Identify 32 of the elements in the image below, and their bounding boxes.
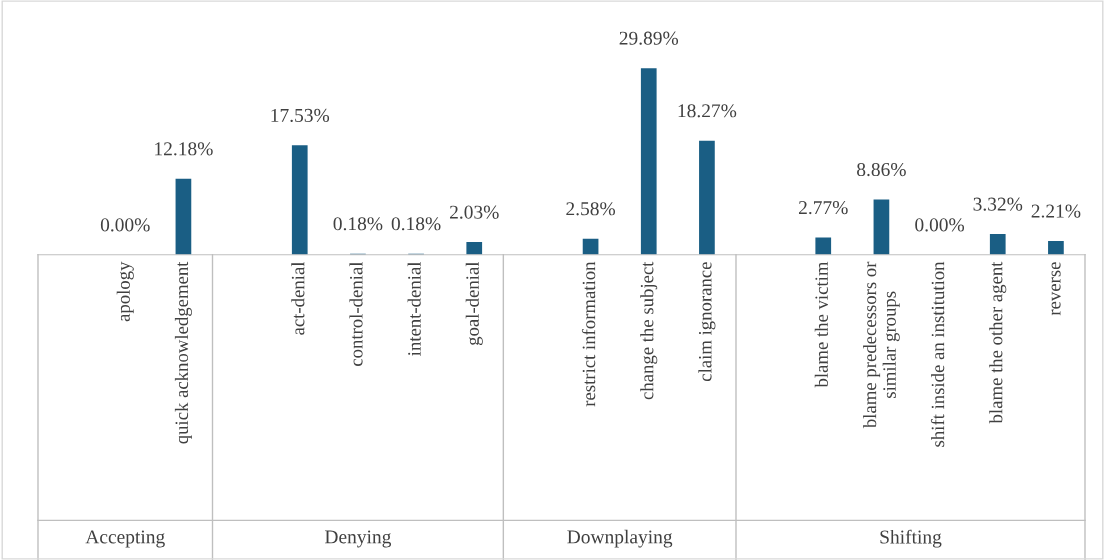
data-label: 0.00%	[915, 218, 965, 232]
x-tick-label: restrict information	[581, 261, 596, 407]
data-label: 2.58%	[566, 202, 616, 216]
x-tick-label: goal-denial	[465, 261, 483, 346]
data-label: 0.00%	[100, 218, 150, 232]
data-label: 12.18%	[155, 142, 213, 156]
x-tick-label: control-denial	[349, 261, 363, 366]
x-tick-label: act-denial	[291, 261, 305, 335]
data-label: 2.21%	[1031, 204, 1081, 218]
data-label: 29.89%	[619, 31, 679, 45]
x-tick-label: blame predecessors or similar groups	[863, 261, 900, 429]
data-label: 8.86%	[857, 162, 906, 177]
x-tick-label: change the subject	[640, 261, 658, 400]
x-tick-label: reverse	[1051, 262, 1061, 316]
data-label: 18.27%	[678, 104, 737, 118]
data-label: 2.03%	[449, 205, 499, 219]
x-tick-label: shift inside an institution	[930, 261, 945, 447]
x-tick-label: blame the other agent	[989, 261, 1007, 424]
text: Downplaying	[567, 529, 673, 548]
data-label: 17.53%	[271, 108, 330, 123]
text: Shifting	[880, 529, 942, 548]
x-tick-label: quick acknowledgement	[174, 261, 192, 444]
text: Accepting	[85, 530, 165, 548]
x-tick-label: intent-denial	[407, 261, 421, 356]
x-tick-label: blame the victim	[814, 261, 828, 388]
text: Denying	[324, 530, 392, 548]
data-label: 2.77%	[798, 200, 848, 215]
x-tick-label: claim ignorance	[698, 262, 716, 382]
data-label: 0.18%	[333, 217, 383, 231]
x-tick-label: apology	[116, 261, 134, 322]
data-label: 0.18%	[391, 217, 441, 231]
data-label: 3.32%	[973, 197, 1023, 211]
